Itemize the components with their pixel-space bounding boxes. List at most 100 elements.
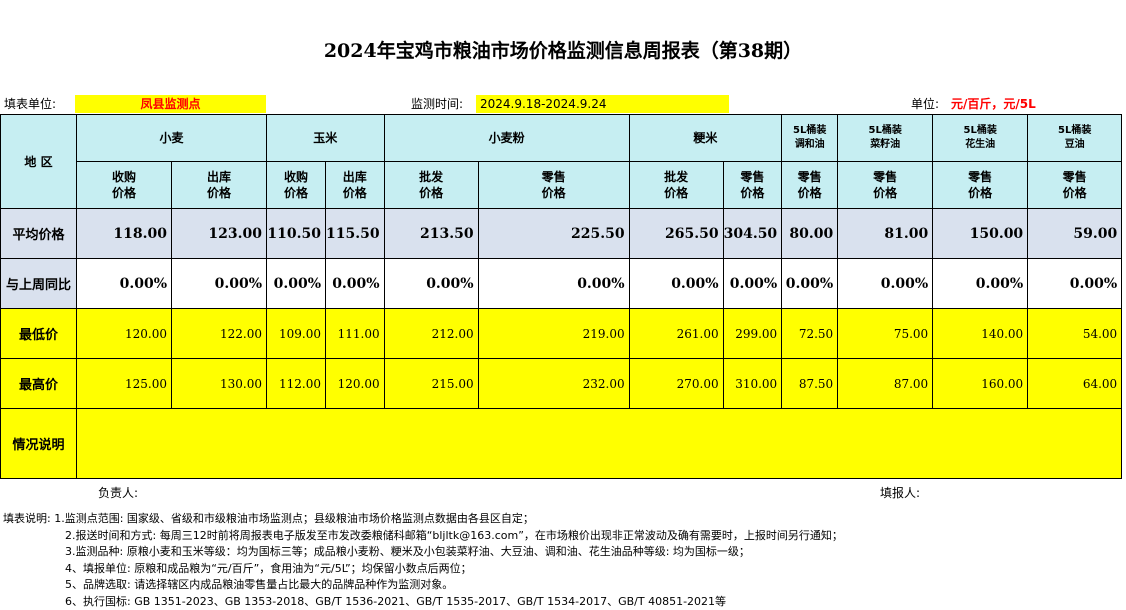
- group-header-corn: 玉米: [267, 115, 385, 162]
- value-cell: 123.00: [172, 209, 267, 259]
- value-cell: 261.00: [629, 309, 723, 359]
- value-cell: 0.00%: [782, 259, 838, 309]
- filler-label: 填报人:: [880, 484, 920, 501]
- time-label: 监测时间:: [411, 95, 463, 113]
- time-value: 2024.9.18-2024.9.24: [476, 95, 729, 113]
- value-cell: 80.00: [782, 209, 838, 259]
- value-cell: 81.00: [838, 209, 933, 259]
- note-line-5: 5、品牌选取: 请选择辖区内成品粮油零售量占比最大的品牌品种作为监测对象。: [3, 577, 843, 594]
- subheader-cell: 出库价格: [326, 162, 385, 209]
- value-cell: 212.00: [384, 309, 478, 359]
- value-cell: 64.00: [1028, 359, 1122, 409]
- subheader-row: 收购价格出库价格收购价格出库价格批发价格零售价格批发价格零售价格零售价格零售价格…: [1, 162, 1122, 209]
- subheader-cell: 零售价格: [723, 162, 782, 209]
- subheader-line1: 零售: [724, 169, 782, 185]
- subheader-line2: 价格: [630, 185, 723, 201]
- value-cell: 225.50: [478, 209, 629, 259]
- group-header-wheat: 小麦: [77, 115, 267, 162]
- value-cell: 213.50: [384, 209, 478, 259]
- group-header-rice: 粳米: [629, 115, 782, 162]
- unit-label: 填表单位:: [4, 95, 56, 113]
- value-cell: 0.00%: [478, 259, 629, 309]
- subheader-line1: 出库: [172, 169, 266, 185]
- region-header: 地 区: [1, 115, 77, 209]
- value-cell: 120.00: [77, 309, 172, 359]
- group-header-flour: 小麦粉: [384, 115, 629, 162]
- row-label: 最高价: [1, 359, 77, 409]
- note-line-4: 4、填报单位: 原粮和成品粮为“元/百斤”，食用油为“元/5L”；均保留小数点后…: [3, 561, 843, 578]
- note-line-3: 3.监测品种: 原粮小麦和玉米等级：均为国标三等；成品粮小麦粉、粳米及小包装菜籽…: [3, 544, 843, 561]
- subheader-line2: 价格: [479, 185, 629, 201]
- subheader-line2: 价格: [77, 185, 171, 201]
- value-cell: 109.00: [267, 309, 326, 359]
- value-cell: 310.00: [723, 359, 782, 409]
- value-cell: 111.00: [326, 309, 385, 359]
- value-cell: 299.00: [723, 309, 782, 359]
- value-cell: 0.00%: [629, 259, 723, 309]
- subheader-line2: 价格: [172, 185, 266, 201]
- subheader-cell: 出库价格: [172, 162, 267, 209]
- value-cell: 265.50: [629, 209, 723, 259]
- row-label: 平均价格: [1, 209, 77, 259]
- group-header-rapeseed-oil: 5L桶装菜籽油: [838, 115, 933, 162]
- subheader-line2: 价格: [385, 185, 478, 201]
- value-cell: 112.00: [267, 359, 326, 409]
- subheader-cell: 批发价格: [384, 162, 478, 209]
- subheader-line1: 出库: [326, 169, 384, 185]
- value-cell: 0.00%: [933, 259, 1028, 309]
- value-cell: 0.00%: [838, 259, 933, 309]
- row-label: 与上周同比: [1, 259, 77, 309]
- subheader-line2: 价格: [838, 185, 932, 201]
- value-cell: 110.50: [267, 209, 326, 259]
- subheader-line1: 零售: [479, 169, 629, 185]
- value-cell: 118.00: [77, 209, 172, 259]
- subheader-line2: 价格: [724, 185, 782, 201]
- subheader-line1: 批发: [630, 169, 723, 185]
- value-cell: 130.00: [172, 359, 267, 409]
- subheader-cell: 零售价格: [933, 162, 1028, 209]
- report-title: 2024年宝鸡市粮油市场价格监测信息周报表（第38期）: [0, 36, 1126, 63]
- subheader-line1: 收购: [77, 169, 171, 185]
- subheader-cell: 收购价格: [267, 162, 326, 209]
- subheader-cell: 收购价格: [77, 162, 172, 209]
- subheader-line1: 收购: [267, 169, 325, 185]
- value-cell: 270.00: [629, 359, 723, 409]
- subheader-cell: 零售价格: [838, 162, 933, 209]
- value-cell: 0.00%: [1028, 259, 1122, 309]
- subheader-line2: 价格: [326, 185, 384, 201]
- situation-content: [77, 409, 1122, 479]
- subheader-line2: 价格: [933, 185, 1027, 201]
- value-cell: 0.00%: [723, 259, 782, 309]
- value-cell: 0.00%: [326, 259, 385, 309]
- note-line-1: 填表说明: 1.监测点范围: 国家级、省级和市级粮油市场监测点；县级粮油市场价格…: [3, 511, 843, 528]
- group-header-peanut-oil: 5L桶装花生油: [933, 115, 1028, 162]
- value-cell: 150.00: [933, 209, 1028, 259]
- subheader-cell: 零售价格: [782, 162, 838, 209]
- value-cell: 0.00%: [384, 259, 478, 309]
- responsible-label: 负责人:: [98, 484, 138, 501]
- instructions: 填表说明: 1.监测点范围: 国家级、省级和市级粮油市场监测点；县级粮油市场价格…: [3, 511, 843, 610]
- subheader-line1: 零售: [782, 169, 837, 185]
- value-cell: 0.00%: [172, 259, 267, 309]
- value-cell: 232.00: [478, 359, 629, 409]
- note-line-6: 6、执行国标: GB 1351-2023、GB 1353-2018、GB/T 1…: [3, 594, 843, 610]
- value-cell: 215.00: [384, 359, 478, 409]
- group-header-soybean-oil: 5L桶装豆油: [1028, 115, 1122, 162]
- subheader-line1: 批发: [385, 169, 478, 185]
- subheader-line1: 零售: [838, 169, 932, 185]
- value-cell: 72.50: [782, 309, 838, 359]
- unit-value: 凤县监测点: [75, 95, 266, 113]
- value-cell: 75.00: [838, 309, 933, 359]
- value-cell: 140.00: [933, 309, 1028, 359]
- subheader-line2: 价格: [267, 185, 325, 201]
- value-cell: 120.00: [326, 359, 385, 409]
- value-cell: 122.00: [172, 309, 267, 359]
- value-cell: 160.00: [933, 359, 1028, 409]
- value-cell: 125.00: [77, 359, 172, 409]
- price-table: 地 区 小麦 玉米 小麦粉 粳米 5L桶装调和油 5L桶装菜籽油 5L桶装花生油…: [0, 114, 1122, 479]
- value-cell: 59.00: [1028, 209, 1122, 259]
- note-line-2: 2.报送时间和方式: 每周三12时前将周报表电子版发至市发改委粮储科邮箱“blj…: [3, 528, 843, 545]
